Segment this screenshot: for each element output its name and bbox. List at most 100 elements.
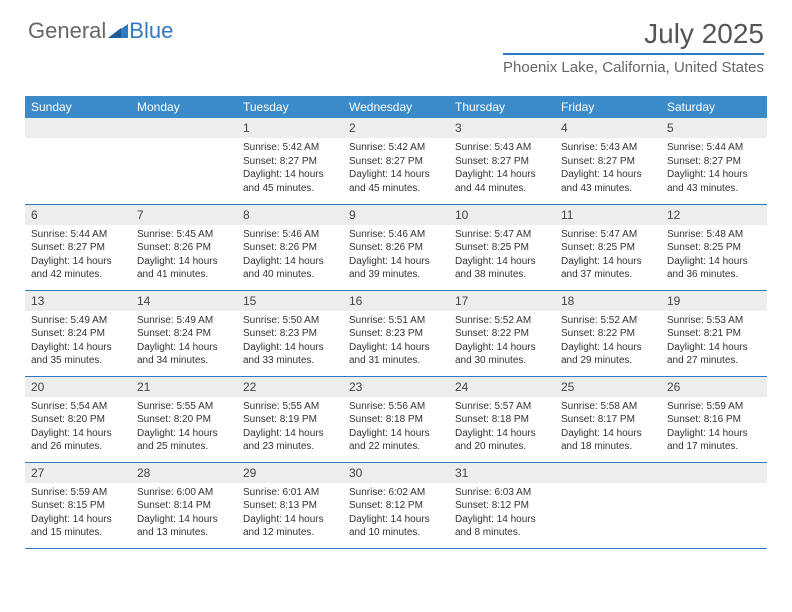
sunset-text: Sunset: 8:26 PM	[349, 241, 443, 255]
day-number: 6	[25, 205, 131, 225]
day-details: Sunrise: 5:52 AMSunset: 8:22 PMDaylight:…	[449, 311, 555, 372]
brand-text-1: General	[28, 18, 106, 44]
day-details: Sunrise: 5:47 AMSunset: 8:25 PMDaylight:…	[449, 225, 555, 286]
day-details: Sunrise: 5:48 AMSunset: 8:25 PMDaylight:…	[661, 225, 767, 286]
day-number: 14	[131, 291, 237, 311]
sunrise-text: Sunrise: 5:49 AM	[137, 314, 231, 328]
day-details: Sunrise: 5:44 AMSunset: 8:27 PMDaylight:…	[661, 138, 767, 199]
day-details: Sunrise: 5:55 AMSunset: 8:19 PMDaylight:…	[237, 397, 343, 458]
daylight-text: Daylight: 14 hours and 43 minutes.	[667, 168, 761, 195]
calendar-cell	[661, 462, 767, 548]
day-details: Sunrise: 5:45 AMSunset: 8:26 PMDaylight:…	[131, 225, 237, 286]
day-details: Sunrise: 5:49 AMSunset: 8:24 PMDaylight:…	[25, 311, 131, 372]
weekday-header: Saturday	[661, 96, 767, 118]
brand-triangle-icon	[108, 18, 128, 44]
calendar-cell	[131, 118, 237, 204]
day-details: Sunrise: 5:47 AMSunset: 8:25 PMDaylight:…	[555, 225, 661, 286]
calendar-cell: 5Sunrise: 5:44 AMSunset: 8:27 PMDaylight…	[661, 118, 767, 204]
sunrise-text: Sunrise: 5:42 AM	[349, 141, 443, 155]
daylight-text: Daylight: 14 hours and 31 minutes.	[349, 341, 443, 368]
sunset-text: Sunset: 8:27 PM	[31, 241, 125, 255]
daylight-text: Daylight: 14 hours and 44 minutes.	[455, 168, 549, 195]
daylight-text: Daylight: 14 hours and 45 minutes.	[243, 168, 337, 195]
sunrise-text: Sunrise: 5:55 AM	[243, 400, 337, 414]
day-number: 15	[237, 291, 343, 311]
day-details: Sunrise: 5:43 AMSunset: 8:27 PMDaylight:…	[449, 138, 555, 199]
sunrise-text: Sunrise: 6:03 AM	[455, 486, 549, 500]
day-details: Sunrise: 6:03 AMSunset: 8:12 PMDaylight:…	[449, 483, 555, 544]
calendar-row: 20Sunrise: 5:54 AMSunset: 8:20 PMDayligh…	[25, 376, 767, 462]
day-number: 13	[25, 291, 131, 311]
daylight-text: Daylight: 14 hours and 36 minutes.	[667, 255, 761, 282]
daylight-text: Daylight: 14 hours and 30 minutes.	[455, 341, 549, 368]
sunset-text: Sunset: 8:14 PM	[137, 499, 231, 513]
daylight-text: Daylight: 14 hours and 26 minutes.	[31, 427, 125, 454]
sunset-text: Sunset: 8:20 PM	[137, 413, 231, 427]
day-number: 19	[661, 291, 767, 311]
daylight-text: Daylight: 14 hours and 35 minutes.	[31, 341, 125, 368]
daylight-text: Daylight: 14 hours and 15 minutes.	[31, 513, 125, 540]
sunset-text: Sunset: 8:27 PM	[455, 155, 549, 169]
weekday-header: Thursday	[449, 96, 555, 118]
calendar-cell: 8Sunrise: 5:46 AMSunset: 8:26 PMDaylight…	[237, 204, 343, 290]
day-details: Sunrise: 5:57 AMSunset: 8:18 PMDaylight:…	[449, 397, 555, 458]
sunset-text: Sunset: 8:27 PM	[243, 155, 337, 169]
sunset-text: Sunset: 8:23 PM	[243, 327, 337, 341]
day-number: 24	[449, 377, 555, 397]
day-number: 4	[555, 118, 661, 138]
daylight-text: Daylight: 14 hours and 12 minutes.	[243, 513, 337, 540]
day-number: 26	[661, 377, 767, 397]
day-details: Sunrise: 5:55 AMSunset: 8:20 PMDaylight:…	[131, 397, 237, 458]
calendar-cell: 20Sunrise: 5:54 AMSunset: 8:20 PMDayligh…	[25, 376, 131, 462]
day-number: 31	[449, 463, 555, 483]
sunrise-text: Sunrise: 5:57 AM	[455, 400, 549, 414]
day-details: Sunrise: 5:59 AMSunset: 8:16 PMDaylight:…	[661, 397, 767, 458]
sunrise-text: Sunrise: 6:01 AM	[243, 486, 337, 500]
sunset-text: Sunset: 8:26 PM	[137, 241, 231, 255]
calendar-cell: 24Sunrise: 5:57 AMSunset: 8:18 PMDayligh…	[449, 376, 555, 462]
sunset-text: Sunset: 8:22 PM	[561, 327, 655, 341]
calendar-cell: 18Sunrise: 5:52 AMSunset: 8:22 PMDayligh…	[555, 290, 661, 376]
sunrise-text: Sunrise: 5:48 AM	[667, 228, 761, 242]
day-details: Sunrise: 5:46 AMSunset: 8:26 PMDaylight:…	[237, 225, 343, 286]
day-number: 2	[343, 118, 449, 138]
sunset-text: Sunset: 8:22 PM	[455, 327, 549, 341]
day-number	[661, 463, 767, 483]
calendar-cell	[555, 462, 661, 548]
day-details: Sunrise: 5:44 AMSunset: 8:27 PMDaylight:…	[25, 225, 131, 286]
calendar-table: Sunday Monday Tuesday Wednesday Thursday…	[25, 96, 767, 549]
calendar-row: 1Sunrise: 5:42 AMSunset: 8:27 PMDaylight…	[25, 118, 767, 204]
calendar-cell: 15Sunrise: 5:50 AMSunset: 8:23 PMDayligh…	[237, 290, 343, 376]
day-details: Sunrise: 5:46 AMSunset: 8:26 PMDaylight:…	[343, 225, 449, 286]
day-number: 28	[131, 463, 237, 483]
day-number: 16	[343, 291, 449, 311]
day-details: Sunrise: 5:42 AMSunset: 8:27 PMDaylight:…	[237, 138, 343, 199]
sunrise-text: Sunrise: 5:50 AM	[243, 314, 337, 328]
calendar-cell: 28Sunrise: 6:00 AMSunset: 8:14 PMDayligh…	[131, 462, 237, 548]
sunset-text: Sunset: 8:24 PM	[31, 327, 125, 341]
page-header: General Blue July 2025 Phoenix Lake, Cal…	[0, 0, 792, 84]
daylight-text: Daylight: 14 hours and 25 minutes.	[137, 427, 231, 454]
day-number: 18	[555, 291, 661, 311]
calendar-cell: 2Sunrise: 5:42 AMSunset: 8:27 PMDaylight…	[343, 118, 449, 204]
sunset-text: Sunset: 8:15 PM	[31, 499, 125, 513]
calendar-cell: 10Sunrise: 5:47 AMSunset: 8:25 PMDayligh…	[449, 204, 555, 290]
day-number: 22	[237, 377, 343, 397]
sunset-text: Sunset: 8:27 PM	[561, 155, 655, 169]
calendar-cell: 9Sunrise: 5:46 AMSunset: 8:26 PMDaylight…	[343, 204, 449, 290]
daylight-text: Daylight: 14 hours and 41 minutes.	[137, 255, 231, 282]
calendar-row: 6Sunrise: 5:44 AMSunset: 8:27 PMDaylight…	[25, 204, 767, 290]
day-details: Sunrise: 5:51 AMSunset: 8:23 PMDaylight:…	[343, 311, 449, 372]
weekday-header: Tuesday	[237, 96, 343, 118]
sunset-text: Sunset: 8:16 PM	[667, 413, 761, 427]
day-details: Sunrise: 5:42 AMSunset: 8:27 PMDaylight:…	[343, 138, 449, 199]
daylight-text: Daylight: 14 hours and 8 minutes.	[455, 513, 549, 540]
weekday-header: Wednesday	[343, 96, 449, 118]
day-details	[555, 483, 661, 490]
day-number: 23	[343, 377, 449, 397]
sunset-text: Sunset: 8:18 PM	[455, 413, 549, 427]
sunset-text: Sunset: 8:20 PM	[31, 413, 125, 427]
sunset-text: Sunset: 8:26 PM	[243, 241, 337, 255]
calendar-cell: 6Sunrise: 5:44 AMSunset: 8:27 PMDaylight…	[25, 204, 131, 290]
calendar-cell: 21Sunrise: 5:55 AMSunset: 8:20 PMDayligh…	[131, 376, 237, 462]
